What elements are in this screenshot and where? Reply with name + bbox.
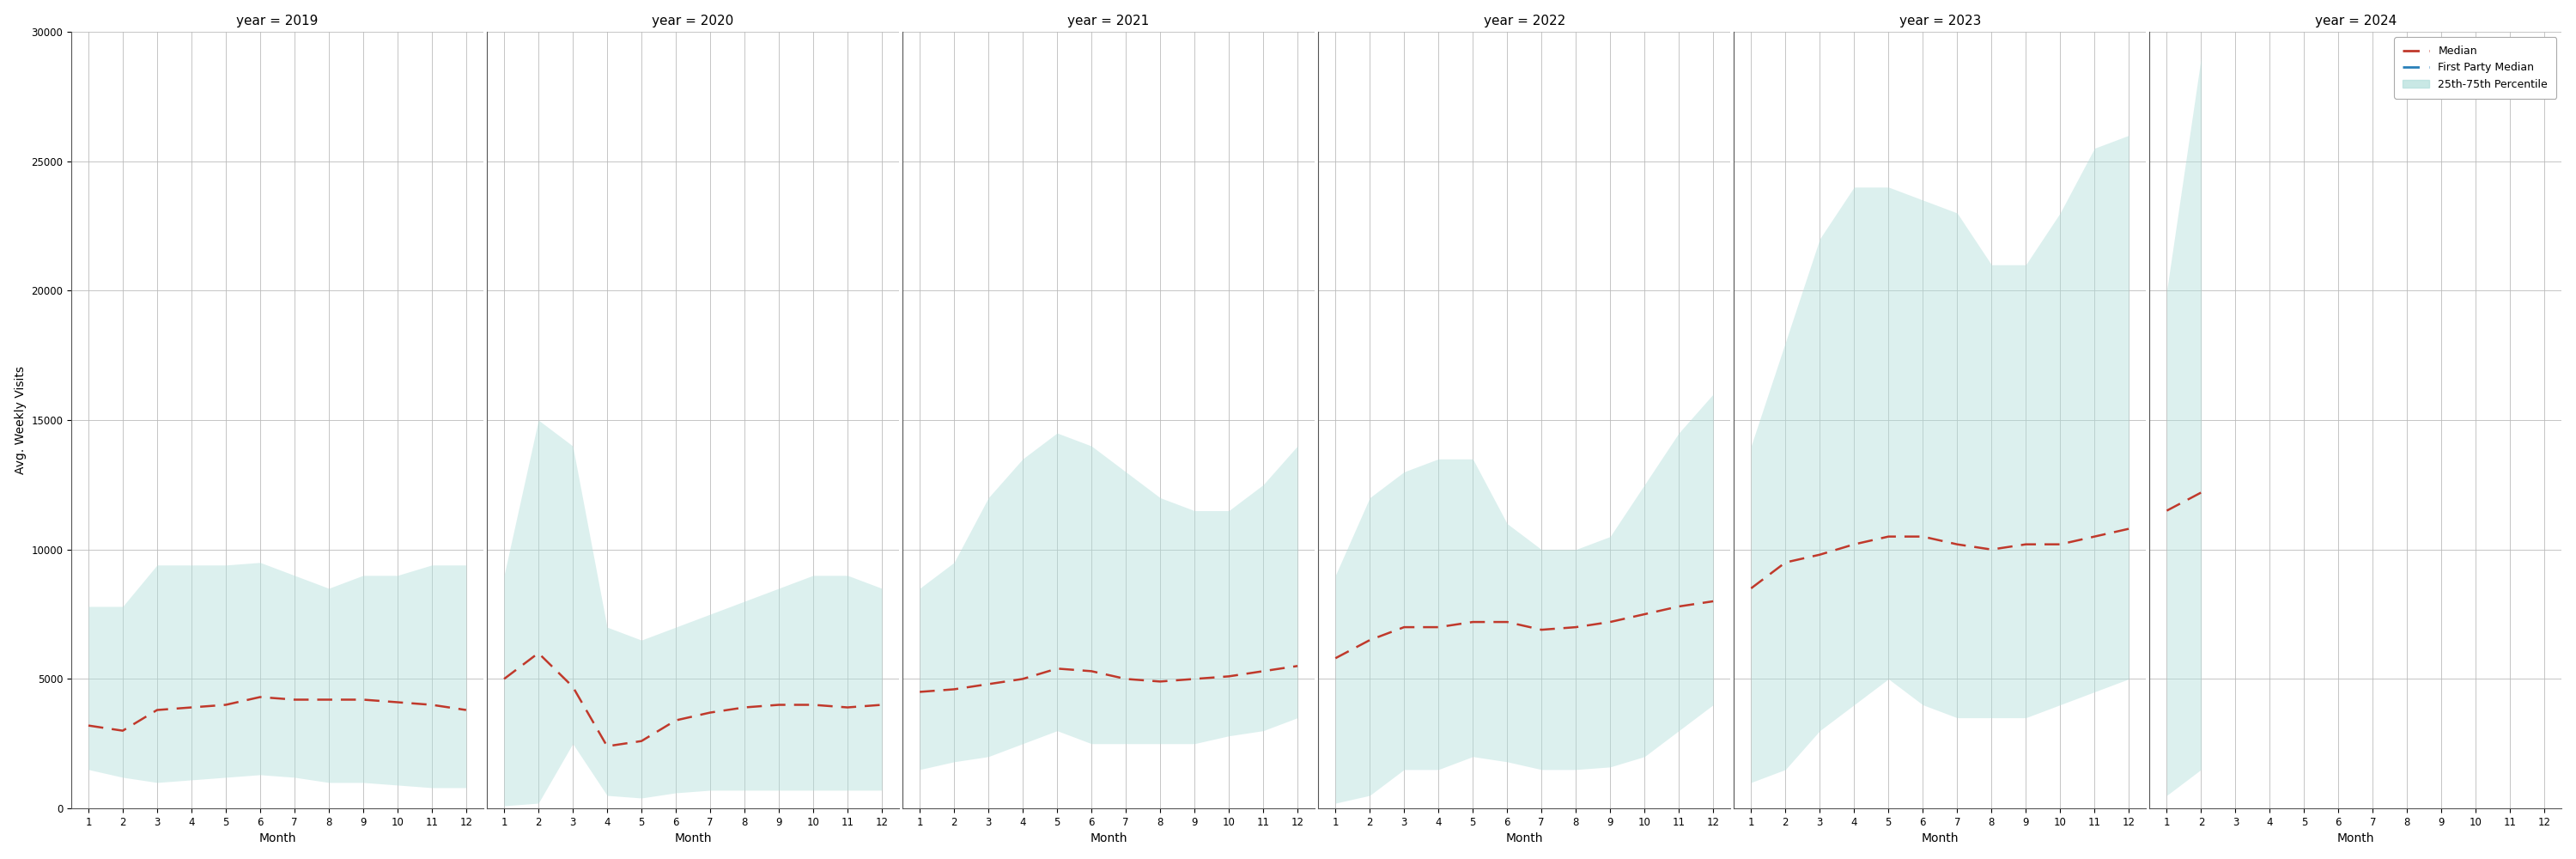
Y-axis label: Avg. Weekly Visits: Avg. Weekly Visits [15,366,26,474]
Legend: Median, First Party Median, 25th-75th Percentile: Median, First Party Median, 25th-75th Pe… [2393,37,2555,99]
Title: year = 2023: year = 2023 [1899,15,1981,27]
X-axis label: Month: Month [1504,832,1543,844]
Title: year = 2020: year = 2020 [652,15,734,27]
Title: year = 2024: year = 2024 [2316,15,2396,27]
X-axis label: Month: Month [2336,832,2375,844]
X-axis label: Month: Month [258,832,296,844]
X-axis label: Month: Month [1090,832,1128,844]
Title: year = 2022: year = 2022 [1484,15,1566,27]
X-axis label: Month: Month [675,832,711,844]
Title: year = 2021: year = 2021 [1066,15,1149,27]
Title: year = 2019: year = 2019 [237,15,319,27]
X-axis label: Month: Month [1922,832,1958,844]
